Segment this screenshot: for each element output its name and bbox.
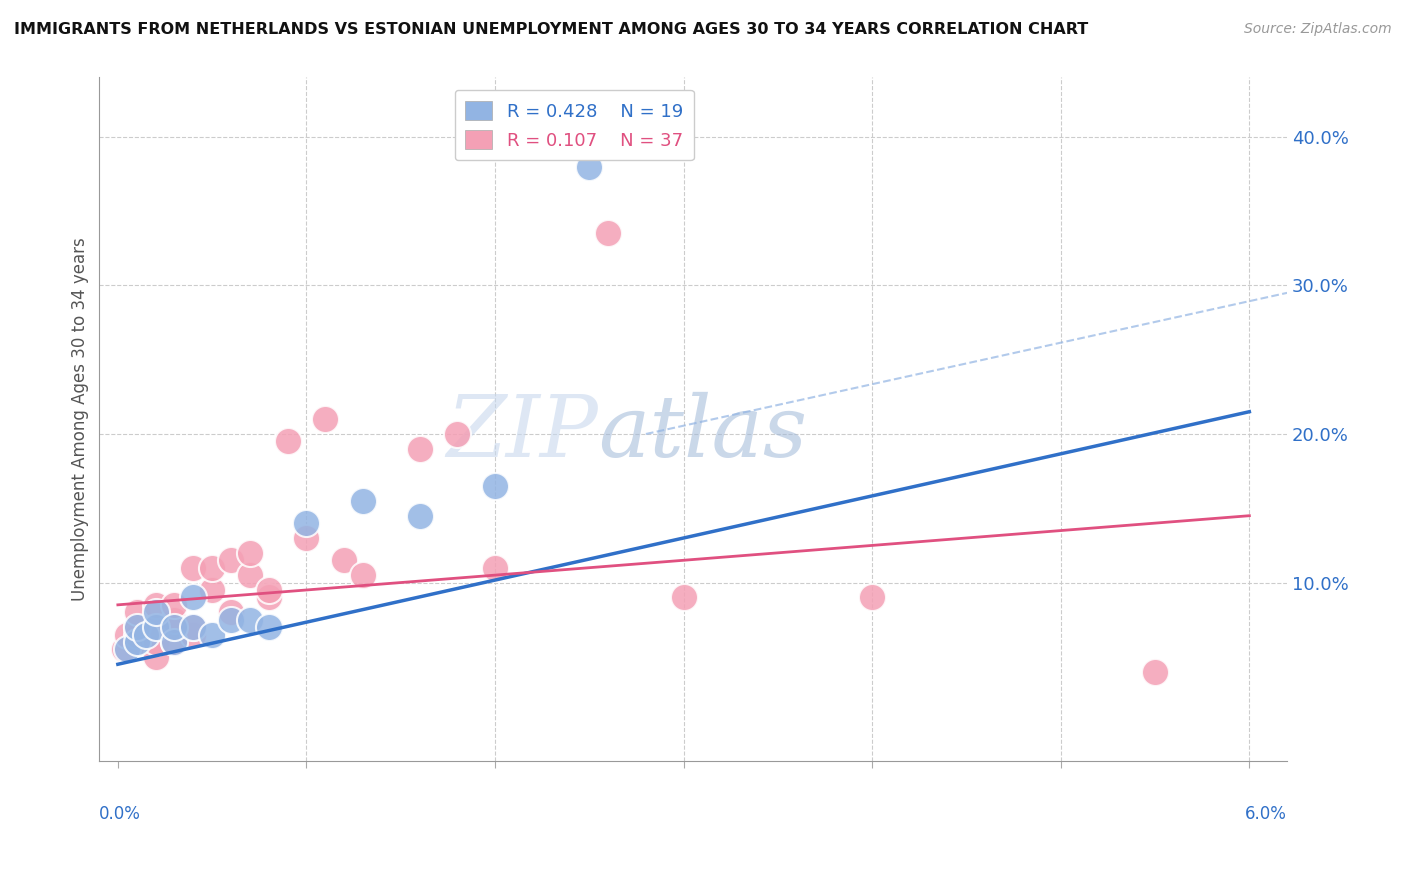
Point xyxy=(125,620,148,634)
Point xyxy=(277,434,299,449)
Point xyxy=(181,620,204,634)
Point xyxy=(257,591,280,605)
Point xyxy=(333,553,356,567)
Point xyxy=(125,627,148,641)
Point xyxy=(112,642,135,657)
Point xyxy=(145,605,167,619)
Point xyxy=(181,591,204,605)
Point xyxy=(145,635,167,649)
Point xyxy=(163,635,186,649)
Point xyxy=(163,620,186,634)
Point xyxy=(163,598,186,612)
Point xyxy=(352,493,374,508)
Text: 6.0%: 6.0% xyxy=(1246,805,1286,823)
Point xyxy=(352,568,374,582)
Point xyxy=(860,591,883,605)
Point xyxy=(484,479,506,493)
Legend: R = 0.428    N = 19, R = 0.107    N = 37: R = 0.428 N = 19, R = 0.107 N = 37 xyxy=(454,90,695,161)
Point xyxy=(598,227,620,241)
Point xyxy=(125,635,148,649)
Point xyxy=(408,442,430,456)
Point xyxy=(145,620,167,634)
Point xyxy=(484,560,506,574)
Point xyxy=(295,516,318,530)
Point xyxy=(672,591,695,605)
Point xyxy=(181,560,204,574)
Point xyxy=(257,620,280,634)
Point xyxy=(1144,665,1167,679)
Point xyxy=(163,620,186,634)
Point xyxy=(145,649,167,664)
Text: atlas: atlas xyxy=(598,392,807,475)
Point xyxy=(219,605,242,619)
Point xyxy=(125,635,148,649)
Point xyxy=(125,620,148,634)
Point xyxy=(446,427,468,442)
Point xyxy=(181,627,204,641)
Point xyxy=(163,635,186,649)
Y-axis label: Unemployment Among Ages 30 to 34 years: Unemployment Among Ages 30 to 34 years xyxy=(72,237,89,601)
Point xyxy=(239,546,262,560)
Text: ZIP: ZIP xyxy=(446,392,598,475)
Point xyxy=(239,613,262,627)
Point xyxy=(219,613,242,627)
Point xyxy=(314,412,336,426)
Point xyxy=(295,531,318,545)
Point xyxy=(117,642,139,657)
Point xyxy=(257,582,280,597)
Point xyxy=(163,613,186,627)
Point xyxy=(201,582,224,597)
Point xyxy=(578,160,600,174)
Point xyxy=(201,627,224,641)
Point xyxy=(145,620,167,634)
Point xyxy=(117,627,139,641)
Point xyxy=(181,620,204,634)
Text: Source: ZipAtlas.com: Source: ZipAtlas.com xyxy=(1244,22,1392,37)
Point xyxy=(135,627,157,641)
Point xyxy=(239,568,262,582)
Point xyxy=(145,598,167,612)
Text: IMMIGRANTS FROM NETHERLANDS VS ESTONIAN UNEMPLOYMENT AMONG AGES 30 TO 34 YEARS C: IMMIGRANTS FROM NETHERLANDS VS ESTONIAN … xyxy=(14,22,1088,37)
Text: 0.0%: 0.0% xyxy=(98,805,141,823)
Point xyxy=(219,553,242,567)
Point xyxy=(201,560,224,574)
Point xyxy=(125,605,148,619)
Point xyxy=(408,508,430,523)
